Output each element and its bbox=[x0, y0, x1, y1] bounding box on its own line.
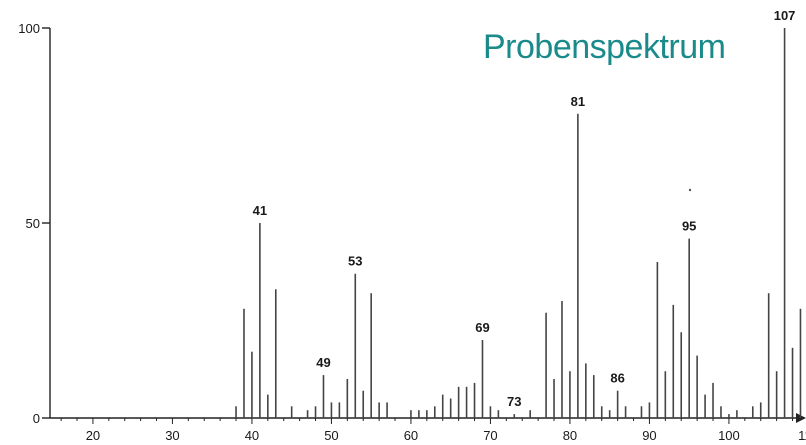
x-tick-label: 90 bbox=[642, 428, 656, 443]
peak-label-69: 69 bbox=[475, 320, 489, 335]
x-tick-label: 20 bbox=[86, 428, 100, 443]
peak-label-53: 53 bbox=[348, 254, 362, 269]
y-tick-label: 100 bbox=[18, 21, 40, 36]
x-tick-label: 110 bbox=[798, 428, 806, 443]
x-tick-label: 70 bbox=[483, 428, 497, 443]
x-tick-label: 80 bbox=[563, 428, 577, 443]
y-tick-label: 0 bbox=[33, 411, 40, 426]
chart-title: Probenspektrum bbox=[483, 28, 726, 66]
artefact-dot bbox=[688, 188, 692, 192]
peak-label-41: 41 bbox=[253, 203, 267, 218]
x-tick-label: 30 bbox=[165, 428, 179, 443]
x-tick-label: 60 bbox=[404, 428, 418, 443]
peak-label-107: 107 bbox=[774, 8, 796, 23]
peak-label-86: 86 bbox=[610, 371, 624, 386]
peak-label-73: 73 bbox=[507, 394, 521, 409]
x-tick-label: 100 bbox=[718, 428, 740, 443]
y-tick-label: 50 bbox=[26, 216, 40, 231]
peak-label-95: 95 bbox=[682, 219, 696, 234]
x-tick-label: 40 bbox=[245, 428, 259, 443]
peak-label-49: 49 bbox=[316, 355, 330, 370]
peak-label-81: 81 bbox=[571, 94, 585, 109]
x-tick-label: 50 bbox=[324, 428, 338, 443]
